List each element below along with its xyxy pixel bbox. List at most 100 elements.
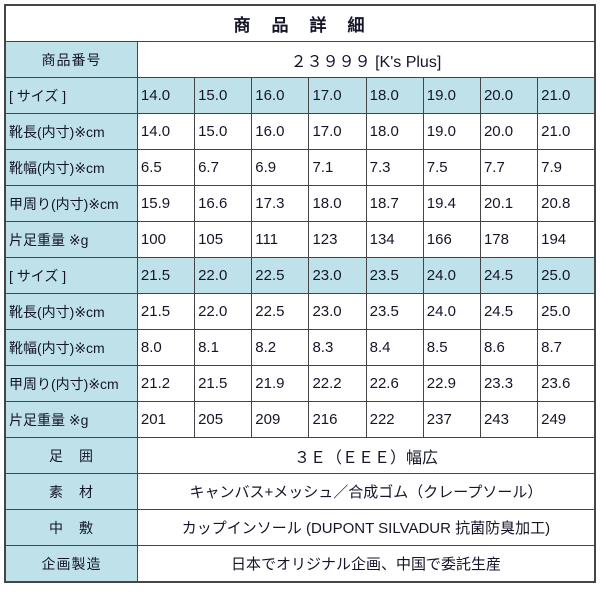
value-cell: 22.2 xyxy=(308,365,367,402)
size-cell: 16.0 xyxy=(251,77,310,114)
value-cell: 14.0 xyxy=(136,113,196,150)
shoe-width-row-2: 靴幅(内寸)※cm 8.0 8.1 8.2 8.3 8.4 8.5 8.6 8.… xyxy=(4,329,596,366)
shoe-length-row-2: 靴長(内寸)※cm 21.5 22.0 22.5 23.0 23.5 24.0 … xyxy=(4,293,596,330)
row-label: 甲周り(内寸)※cm xyxy=(4,365,138,402)
value-cell: 216 xyxy=(308,401,367,438)
value-cell: 22.0 xyxy=(194,293,253,330)
row-label: 片足重量 ※g xyxy=(4,221,138,258)
value-cell: 16.6 xyxy=(194,185,253,222)
manufacturing-row: 企画製造 日本でオリジナル企画、中国で委託生産 xyxy=(4,545,596,583)
size-cell: 24.5 xyxy=(479,257,539,294)
size-cell: 25.0 xyxy=(537,257,596,294)
product-detail-table: 商 品 詳 細 商品番号 ２３９９９ [K's Plus] [ サイズ ] 14… xyxy=(4,4,596,583)
row-label: 靴長(内寸)※cm xyxy=(4,293,138,330)
product-number-label: 商品番号 xyxy=(4,41,138,78)
value-cell: 15.0 xyxy=(194,113,253,150)
manufacturing-label: 企画製造 xyxy=(4,545,138,583)
table-title-row: 商 品 詳 細 xyxy=(4,4,596,42)
foot-girth-value: ３Ｅ（ＥＥＥ）幅広 xyxy=(136,437,596,474)
value-cell: 22.6 xyxy=(365,365,424,402)
material-row: 素 材 キャンバス+メッシュ／合成ゴム（クレープソール） xyxy=(4,473,596,510)
value-cell: 7.7 xyxy=(479,149,539,186)
row-label: 靴長(内寸)※cm xyxy=(4,113,138,150)
value-cell: 194 xyxy=(537,221,596,258)
value-cell: 22.9 xyxy=(422,365,481,402)
row-label: [ サイズ ] xyxy=(4,77,138,114)
size-cell: 18.0 xyxy=(365,77,424,114)
value-cell: 21.0 xyxy=(537,113,596,150)
value-cell: 19.4 xyxy=(422,185,481,222)
value-cell: 17.0 xyxy=(308,113,367,150)
size-cell: 22.5 xyxy=(251,257,310,294)
foot-girth-label: 足 囲 xyxy=(4,437,138,474)
value-cell: 20.1 xyxy=(479,185,539,222)
value-cell: 24.0 xyxy=(422,293,481,330)
value-cell: 23.3 xyxy=(479,365,539,402)
value-cell: 20.0 xyxy=(479,113,539,150)
size-cell: 15.0 xyxy=(194,77,253,114)
weight-row-2: 片足重量 ※g 201 205 209 216 222 237 243 249 xyxy=(4,401,596,438)
value-cell: 178 xyxy=(479,221,539,258)
value-cell: 18.0 xyxy=(308,185,367,222)
product-number-value: ２３９９９ [K's Plus] xyxy=(136,41,596,78)
size-header-row-1: [ サイズ ] 14.0 15.0 16.0 17.0 18.0 19.0 20… xyxy=(4,77,596,114)
value-cell: 20.8 xyxy=(537,185,596,222)
value-cell: 100 xyxy=(136,221,196,258)
value-cell: 7.3 xyxy=(365,149,424,186)
value-cell: 8.0 xyxy=(136,329,196,366)
table-title: 商 品 詳 細 xyxy=(4,4,596,42)
weight-row-1: 片足重量 ※g 100 105 111 123 134 166 178 194 xyxy=(4,221,596,258)
value-cell: 8.3 xyxy=(308,329,367,366)
material-label: 素 材 xyxy=(4,473,138,510)
value-cell: 15.9 xyxy=(136,185,196,222)
value-cell: 105 xyxy=(194,221,253,258)
size-cell: 19.0 xyxy=(422,77,481,114)
value-cell: 123 xyxy=(308,221,367,258)
row-label: [ サイズ ] xyxy=(4,257,138,294)
value-cell: 8.1 xyxy=(194,329,253,366)
value-cell: 205 xyxy=(194,401,253,438)
value-cell: 7.5 xyxy=(422,149,481,186)
size-cell: 21.0 xyxy=(537,77,596,114)
size-header-row-2: [ サイズ ] 21.5 22.0 22.5 23.0 23.5 24.0 24… xyxy=(4,257,596,294)
row-label: 甲周り(内寸)※cm xyxy=(4,185,138,222)
value-cell: 7.1 xyxy=(308,149,367,186)
value-cell: 8.7 xyxy=(537,329,596,366)
value-cell: 6.5 xyxy=(136,149,196,186)
value-cell: 6.9 xyxy=(251,149,310,186)
value-cell: 111 xyxy=(251,221,310,258)
value-cell: 249 xyxy=(537,401,596,438)
value-cell: 8.2 xyxy=(251,329,310,366)
value-cell: 243 xyxy=(479,401,539,438)
instep-girth-row-1: 甲周り(内寸)※cm 15.9 16.6 17.3 18.0 18.7 19.4… xyxy=(4,185,596,222)
value-cell: 23.0 xyxy=(308,293,367,330)
size-cell: 20.0 xyxy=(479,77,539,114)
value-cell: 209 xyxy=(251,401,310,438)
size-cell: 14.0 xyxy=(136,77,196,114)
value-cell: 17.3 xyxy=(251,185,310,222)
foot-girth-row: 足 囲 ３Ｅ（ＥＥＥ）幅広 xyxy=(4,437,596,474)
insole-value: カップインソール (DUPONT SILVADUR 抗菌防臭加工) xyxy=(136,509,596,546)
product-number-row: 商品番号 ２３９９９ [K's Plus] xyxy=(4,41,596,78)
value-cell: 21.9 xyxy=(251,365,310,402)
value-cell: 237 xyxy=(422,401,481,438)
value-cell: 7.9 xyxy=(537,149,596,186)
value-cell: 24.5 xyxy=(479,293,539,330)
value-cell: 18.7 xyxy=(365,185,424,222)
value-cell: 166 xyxy=(422,221,481,258)
manufacturing-value: 日本でオリジナル企画、中国で委託生産 xyxy=(136,545,596,583)
size-cell: 23.0 xyxy=(308,257,367,294)
row-label: 靴幅(内寸)※cm xyxy=(4,329,138,366)
size-cell: 17.0 xyxy=(308,77,367,114)
value-cell: 6.7 xyxy=(194,149,253,186)
material-value: キャンバス+メッシュ／合成ゴム（クレープソール） xyxy=(136,473,596,510)
insole-label: 中 敷 xyxy=(4,509,138,546)
size-cell: 22.0 xyxy=(194,257,253,294)
value-cell: 16.0 xyxy=(251,113,310,150)
row-label: 靴幅(内寸)※cm xyxy=(4,149,138,186)
insole-row: 中 敷 カップインソール (DUPONT SILVADUR 抗菌防臭加工) xyxy=(4,509,596,546)
value-cell: 21.5 xyxy=(136,293,196,330)
value-cell: 23.6 xyxy=(537,365,596,402)
value-cell: 21.2 xyxy=(136,365,196,402)
value-cell: 201 xyxy=(136,401,196,438)
